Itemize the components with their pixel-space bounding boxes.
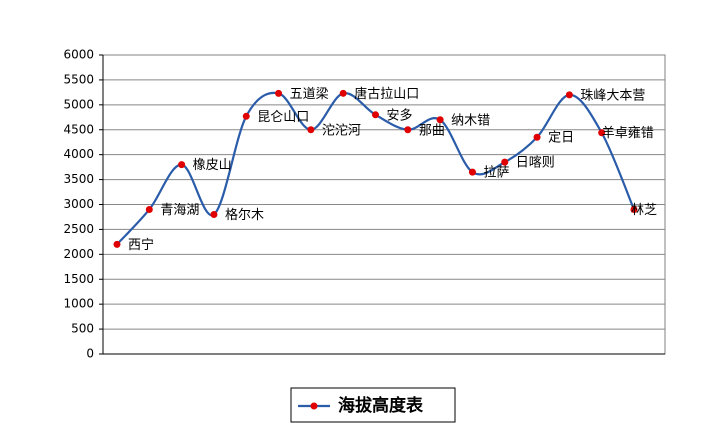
point: [307, 126, 315, 134]
y-tick-label: 4500: [63, 122, 94, 136]
point-label: 拉萨: [483, 166, 509, 181]
point: [339, 89, 347, 97]
legend-marker: [310, 402, 318, 410]
y-tick-label: 0: [86, 347, 94, 361]
y-tick-label: 3500: [63, 172, 94, 186]
legend-label: 海拔高度表: [338, 395, 424, 416]
y-tick-label: 1500: [63, 272, 94, 286]
point-label: 五道梁: [290, 87, 329, 102]
point-label: 林芝: [631, 202, 657, 218]
point: [565, 91, 573, 99]
point-label: 青海湖: [160, 203, 199, 218]
point: [468, 168, 476, 176]
point: [404, 126, 412, 134]
point-label: 沱沱河: [322, 122, 361, 138]
y-tick-label: 500: [71, 322, 94, 336]
point-label: 格尔木: [225, 207, 264, 223]
point: [372, 111, 379, 119]
point-label: 西宁: [128, 237, 154, 253]
point-label: 纳木错: [451, 113, 490, 128]
point: [630, 205, 638, 213]
y-tick-label: 1000: [63, 297, 94, 311]
point: [436, 116, 444, 124]
point-label: 日喀则: [516, 155, 555, 171]
y-tick-label: 4000: [63, 147, 94, 161]
point: [598, 129, 606, 137]
y-tick-label: 2500: [63, 222, 94, 236]
point: [533, 133, 541, 141]
point-label: 安多: [387, 107, 413, 123]
point-label: 定日: [548, 131, 574, 146]
y-tick-label: 3000: [63, 197, 94, 211]
point-label: 唐古拉山口: [354, 86, 419, 102]
point: [113, 240, 121, 248]
point: [178, 161, 186, 169]
y-tick-label: 5000: [63, 97, 94, 111]
point: [275, 89, 283, 97]
y-tick-label: 2000: [63, 247, 94, 261]
point: [242, 112, 250, 120]
y-tick-label: 6000: [63, 48, 94, 62]
point-label: 昆仑山口: [257, 110, 309, 125]
point-label: 珠峰大本营: [580, 88, 645, 103]
point-label: 羊卓雍错: [602, 125, 654, 141]
point-label: 橡皮山: [193, 158, 232, 173]
y-tick-label: 5500: [63, 72, 94, 86]
point: [210, 210, 218, 218]
point: [145, 205, 153, 213]
point-label: 那曲: [419, 123, 445, 138]
point: [501, 158, 509, 166]
